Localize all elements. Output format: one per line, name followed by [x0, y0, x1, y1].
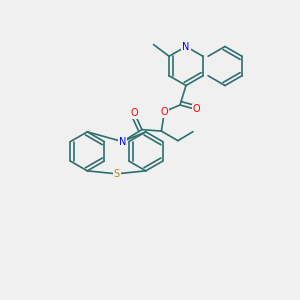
Text: S: S [113, 169, 120, 179]
Text: N: N [182, 41, 190, 52]
Text: O: O [130, 108, 138, 118]
Text: O: O [193, 104, 200, 115]
Text: N: N [119, 136, 126, 147]
Text: O: O [160, 106, 168, 117]
